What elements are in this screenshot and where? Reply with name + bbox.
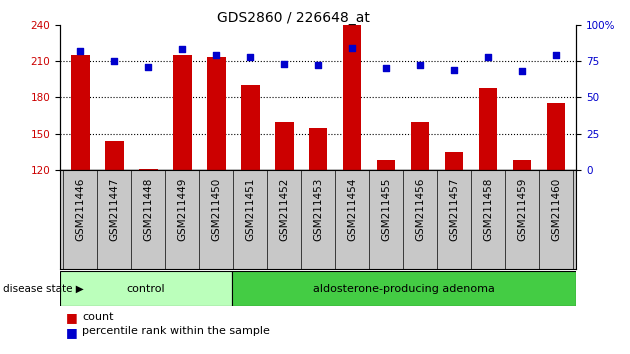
Bar [445, 152, 464, 170]
Text: aldosterone-producing adenoma: aldosterone-producing adenoma [313, 284, 495, 293]
Point [551, 52, 561, 58]
Bar [309, 127, 328, 170]
Text: control: control [127, 284, 165, 293]
Bar [241, 85, 260, 170]
Text: GSM211446: GSM211446 [75, 178, 85, 241]
Point [211, 52, 221, 58]
Point [347, 45, 357, 51]
Bar [105, 141, 123, 170]
Text: GSM211449: GSM211449 [177, 178, 187, 241]
Text: GSM211453: GSM211453 [313, 178, 323, 241]
Point [517, 68, 527, 74]
Text: disease state ▶: disease state ▶ [3, 284, 84, 293]
Bar [207, 57, 226, 170]
Point [143, 64, 153, 70]
Text: ■: ■ [66, 326, 78, 339]
Point [109, 58, 119, 64]
Point [279, 61, 289, 67]
Bar [411, 121, 430, 170]
Point [381, 65, 391, 71]
Point [245, 54, 255, 59]
Text: GSM211458: GSM211458 [483, 178, 493, 241]
Bar [60, 271, 232, 306]
Text: percentile rank within the sample: percentile rank within the sample [82, 326, 270, 336]
Text: GSM211450: GSM211450 [211, 178, 221, 241]
Bar [232, 271, 576, 306]
Bar [343, 25, 362, 170]
Point [415, 63, 425, 68]
Bar [275, 121, 294, 170]
Text: GSM211452: GSM211452 [279, 178, 289, 241]
Text: count: count [82, 312, 113, 321]
Text: GSM211460: GSM211460 [551, 178, 561, 241]
Text: GSM211456: GSM211456 [415, 178, 425, 241]
Point [75, 48, 85, 54]
Text: GSM211448: GSM211448 [143, 178, 153, 241]
Text: GSM211447: GSM211447 [109, 178, 119, 241]
Text: GDS2860 / 226648_at: GDS2860 / 226648_at [217, 11, 369, 25]
Text: GSM211451: GSM211451 [245, 178, 255, 241]
Point [449, 67, 459, 73]
Text: ■: ■ [66, 312, 78, 325]
Bar [71, 55, 89, 170]
Bar [139, 169, 158, 170]
Text: GSM211455: GSM211455 [381, 178, 391, 241]
Bar [547, 103, 565, 170]
Point [177, 47, 187, 52]
Text: GSM211457: GSM211457 [449, 178, 459, 241]
Bar [173, 55, 192, 170]
Bar [513, 160, 532, 170]
Point [313, 63, 323, 68]
Text: GSM211454: GSM211454 [347, 178, 357, 241]
Bar [377, 160, 396, 170]
Bar [479, 88, 498, 170]
Text: GSM211459: GSM211459 [517, 178, 527, 241]
Point [483, 54, 493, 59]
